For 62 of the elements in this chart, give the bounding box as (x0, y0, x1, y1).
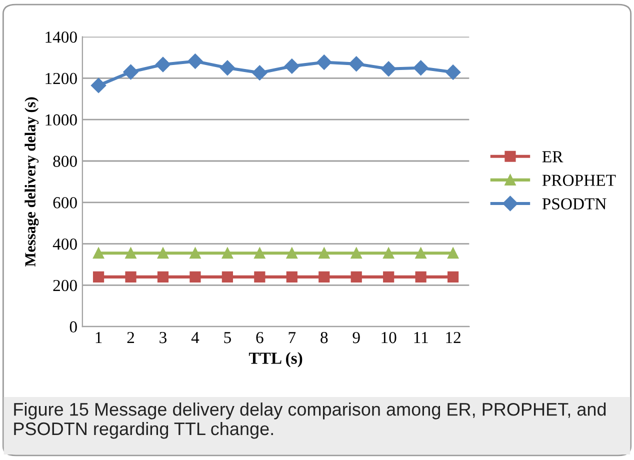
x-tick-label: 6 (256, 332, 264, 344)
point (383, 271, 394, 282)
point (254, 248, 266, 259)
x-tick-label: 4 (191, 332, 200, 344)
point (318, 248, 330, 259)
point (254, 271, 266, 282)
point (445, 64, 461, 80)
y-tick-label: 800 (53, 156, 77, 167)
legend-label: ER (542, 151, 564, 162)
y-tick-label: 600 (53, 197, 77, 208)
point (415, 271, 426, 282)
point (92, 271, 104, 282)
y-tick-label: 1400 (46, 32, 77, 43)
point (190, 271, 201, 282)
y-tick-label: 1200 (46, 72, 77, 84)
point (413, 60, 428, 76)
point (284, 58, 300, 74)
x-tick-label: 8 (320, 332, 328, 344)
x-tick-label: 5 (224, 332, 231, 344)
point (125, 248, 136, 259)
point (316, 54, 332, 70)
point (125, 271, 136, 282)
legend-label: PSODTN (542, 198, 606, 210)
point (383, 248, 394, 259)
point (123, 64, 138, 80)
point (350, 248, 362, 259)
point (447, 248, 459, 259)
point (286, 248, 298, 259)
x-tick-label: 2 (127, 332, 134, 344)
point (157, 248, 169, 259)
x-tick-label: 3 (160, 332, 167, 344)
point (222, 248, 234, 259)
x-tick-label: 1 (96, 332, 102, 344)
point (252, 65, 268, 80)
x-tick-label: 7 (288, 332, 296, 344)
point (92, 248, 104, 259)
y-tick-label: 400 (52, 238, 77, 250)
point (220, 60, 236, 76)
x-tick-label: 9 (352, 332, 360, 344)
point (90, 78, 106, 94)
point (157, 271, 169, 282)
point (190, 248, 201, 259)
y-tick-label: 1000 (46, 114, 77, 126)
point (188, 54, 203, 69)
x-axis-title: TTL (s) (248, 352, 302, 368)
point (318, 271, 330, 282)
point (222, 271, 234, 282)
point (447, 271, 459, 282)
x-tick-label: 12 (446, 332, 460, 344)
point (155, 56, 171, 72)
y-axis-title: Message delivery delay (s) (24, 97, 39, 267)
y-tick-label: 0 (70, 321, 77, 333)
point (381, 61, 396, 76)
x-tick-label: 11 (414, 332, 428, 344)
point (348, 56, 364, 72)
caption: Figure 15 Message delivery delay comparison among ER, PROPHET, and PSODTN regarding TTL change. (14, 402, 606, 439)
x-tick-label: 10 (382, 332, 396, 344)
y-tick-label: 200 (53, 280, 77, 292)
point (350, 271, 362, 282)
legend-label: PROPHET (542, 174, 616, 186)
point (415, 248, 426, 259)
point (286, 271, 298, 282)
